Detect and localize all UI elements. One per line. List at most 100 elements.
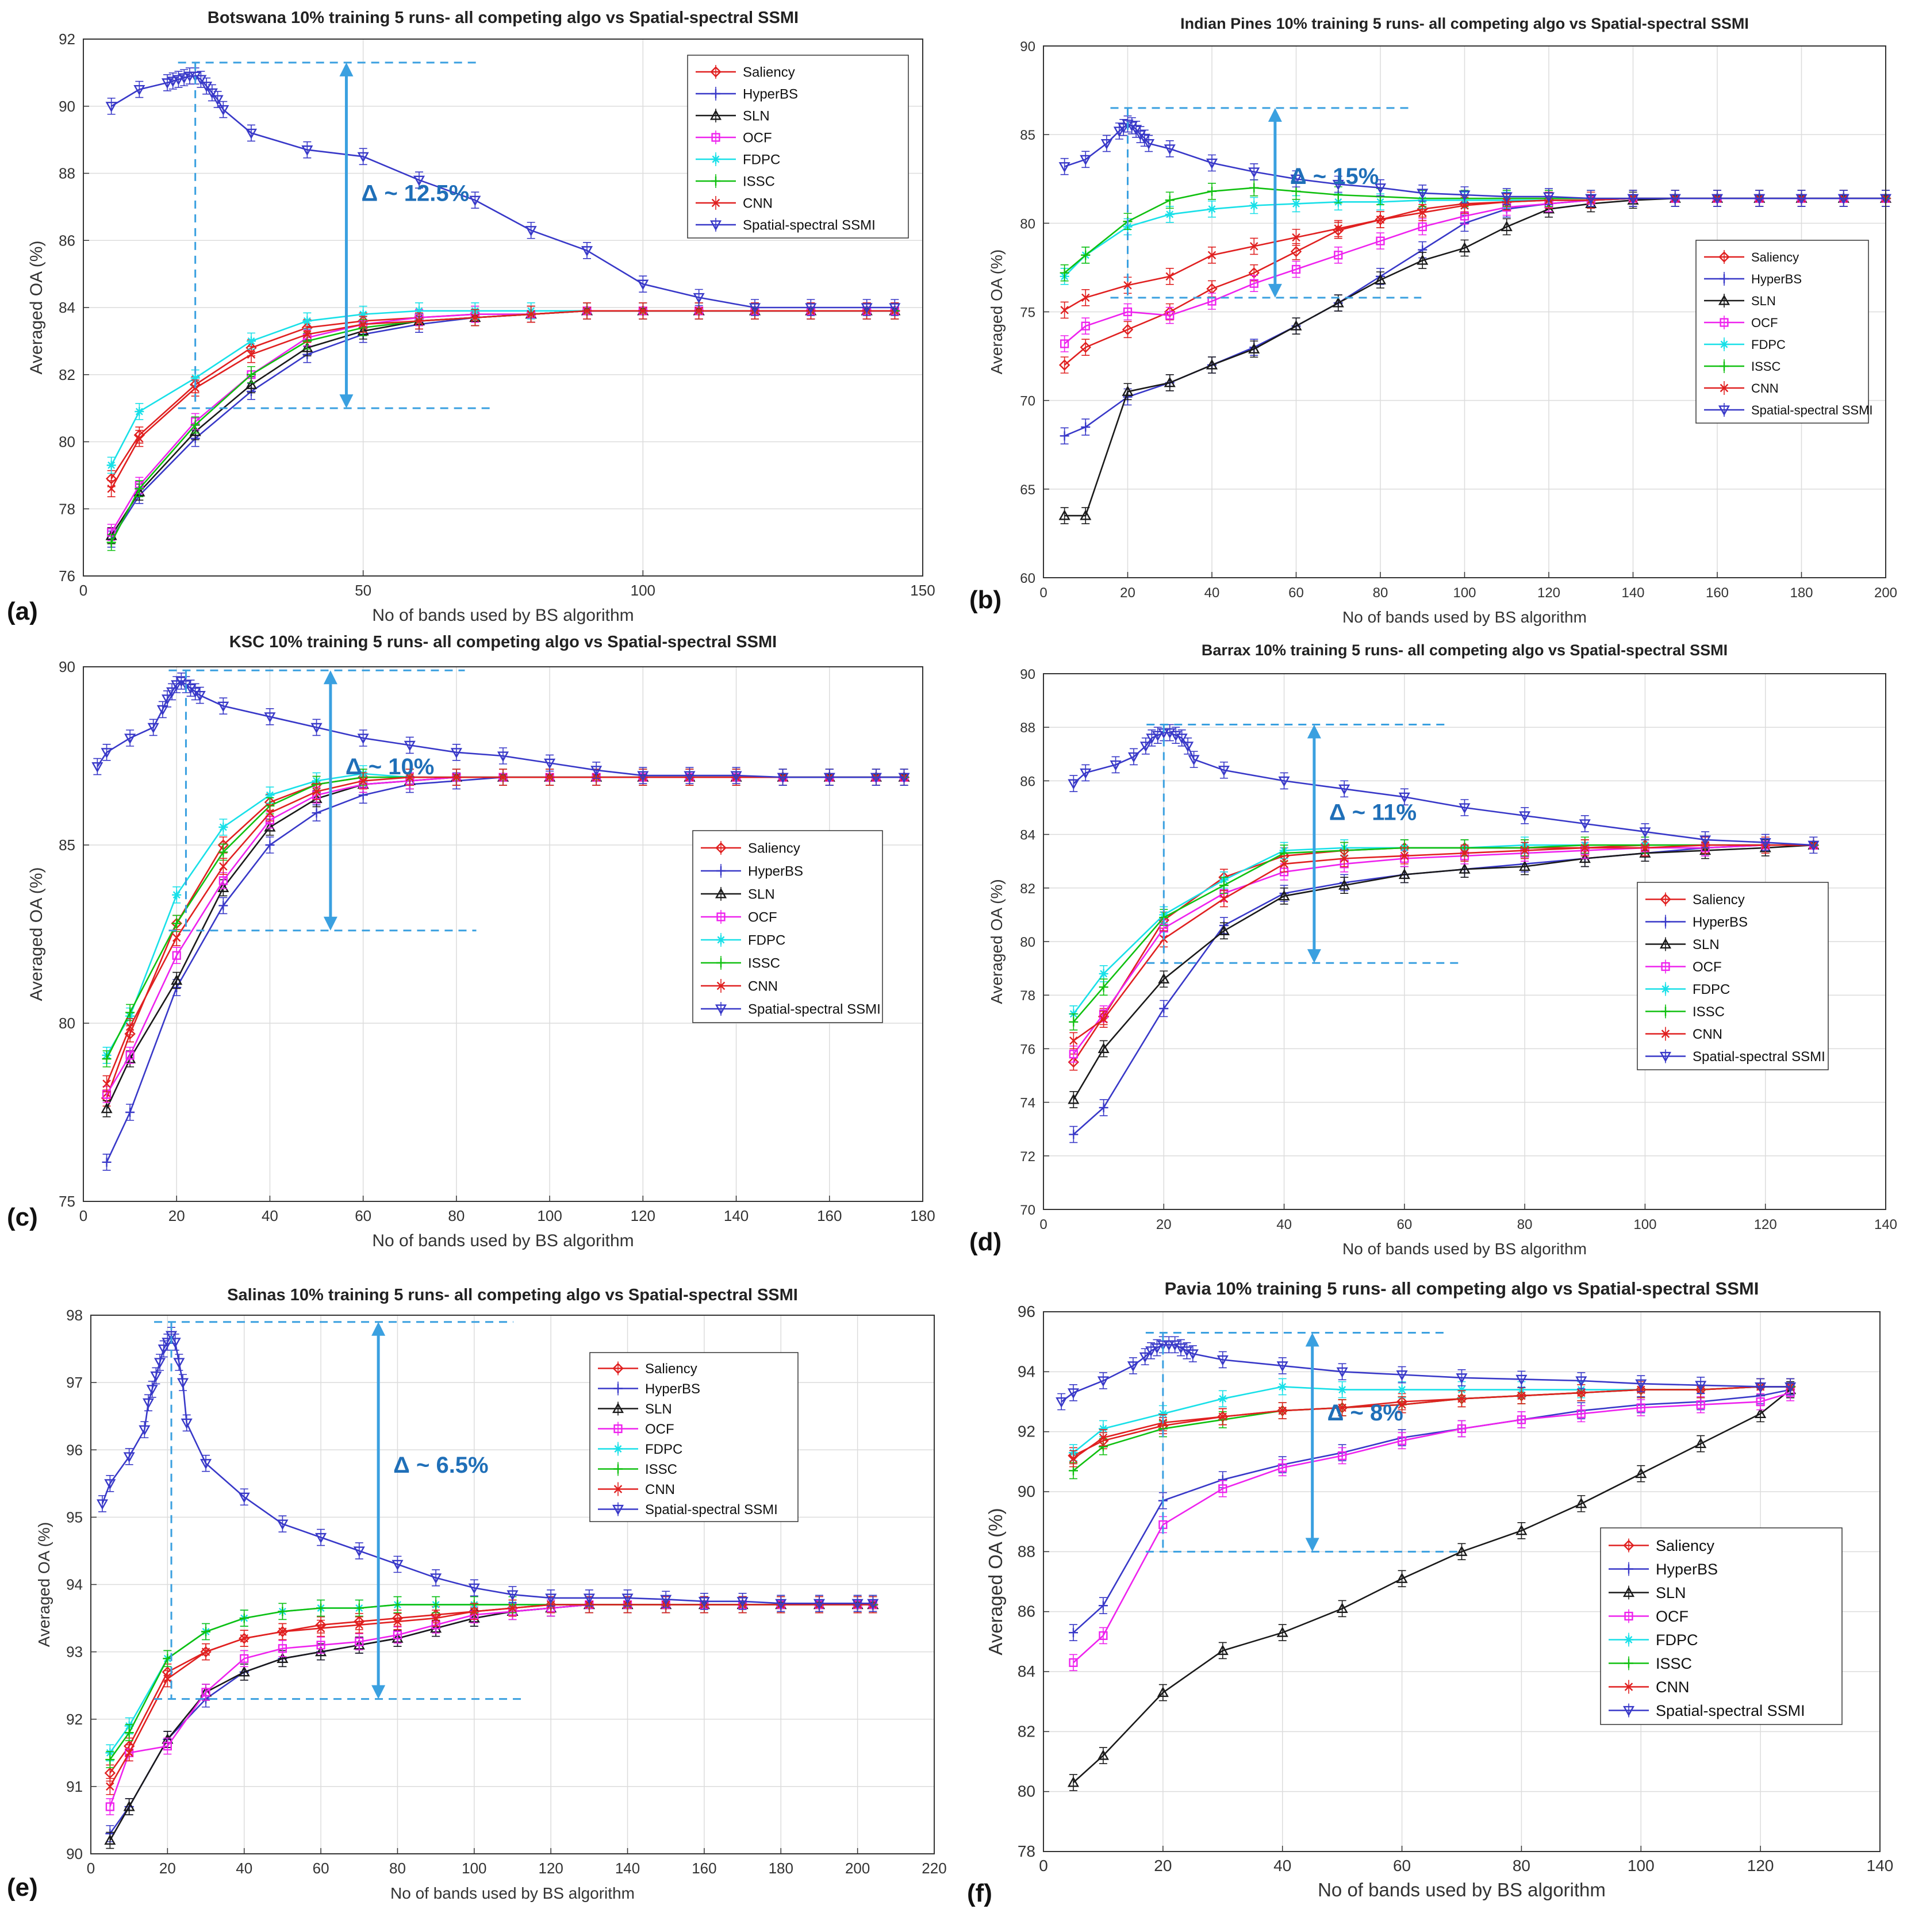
series-spatial-spectral-ssmi	[96, 1327, 879, 1612]
legend-marker	[612, 1403, 624, 1414]
data-point	[1249, 201, 1259, 210]
data-point	[135, 434, 144, 443]
data-point	[431, 1600, 441, 1610]
data-point	[218, 823, 228, 832]
data-point	[161, 78, 174, 89]
legend-item: HyperBS	[598, 1381, 700, 1397]
data-point	[684, 771, 696, 782]
data-point	[162, 1338, 174, 1349]
data-point	[1100, 139, 1112, 150]
data-point	[590, 766, 603, 777]
x-tick-label: 140	[1867, 1857, 1894, 1875]
legend: Saliency HyperBS SLN OCF FDPC ISSC CNN Spatial-…	[589, 1352, 799, 1522]
x-tick-label: 100	[1633, 1217, 1656, 1232]
y-tick-label: 70	[1020, 394, 1035, 409]
y-tick-label: 72	[1020, 1149, 1035, 1165]
data-point	[1400, 851, 1409, 861]
data-point	[1067, 1776, 1080, 1787]
data-point	[316, 1624, 325, 1633]
data-point	[172, 951, 181, 960]
y-tick-label: 97	[66, 1374, 83, 1391]
legend-label: Saliency	[645, 1361, 697, 1377]
legend-item: Saliency	[598, 1361, 697, 1377]
data-point	[354, 1603, 364, 1613]
x-tick-label: 120	[538, 1860, 563, 1877]
data-point	[1290, 174, 1302, 185]
x-tick-label: 100	[462, 1860, 486, 1877]
data-point	[392, 1560, 404, 1570]
legend-marker	[711, 155, 720, 164]
data-point	[266, 808, 274, 817]
series-line	[1073, 1389, 1791, 1634]
legend-item: OCF	[1645, 959, 1722, 975]
data-point	[393, 1600, 402, 1610]
legend-label: CNN	[743, 196, 773, 212]
legend-label: Spatial-spectral SSMI	[645, 1502, 778, 1518]
data-point	[1695, 1381, 1707, 1392]
data-point	[105, 102, 117, 113]
error-bar	[278, 1639, 287, 1657]
chart-panel: Pavia 10% training 5 runs- all competing…	[967, 1278, 1893, 1907]
data-point	[1376, 236, 1385, 245]
data-point	[898, 773, 910, 783]
legend-box	[692, 830, 883, 1023]
data-point	[105, 1802, 114, 1811]
data-point	[212, 95, 224, 106]
data-point	[544, 758, 556, 769]
legend-marker	[1720, 340, 1729, 349]
data-point	[245, 378, 258, 389]
delta-arrow-head-down	[371, 1685, 386, 1699]
data-point	[1068, 1466, 1078, 1476]
data-point	[1146, 733, 1158, 744]
data-point	[1374, 183, 1387, 194]
legend-marker	[1720, 362, 1729, 371]
data-point	[163, 1741, 172, 1751]
data-point	[1669, 194, 1681, 205]
data-point	[1069, 1017, 1079, 1027]
y-tick-label: 84	[1020, 828, 1035, 843]
series-spatial-spectral-ssmi	[1058, 115, 1892, 207]
chart-panel: Indian Pines 10% training 5 runs- all co…	[969, 15, 1897, 626]
data-point	[1459, 190, 1471, 201]
data-point	[264, 712, 276, 723]
legend-item: Saliency	[696, 65, 795, 80]
x-tick-label: 0	[79, 582, 87, 599]
data-point	[1278, 890, 1290, 901]
data-point	[1080, 768, 1092, 779]
y-tick-label: 84	[1018, 1662, 1035, 1680]
legend-item: Spatial-spectral SSMI	[598, 1502, 778, 1518]
legend-marker	[1659, 1051, 1672, 1062]
legend: Saliency HyperBS SLN OCF FDPC ISSC CNN Spatial-…	[692, 830, 883, 1023]
data-point	[1699, 835, 1712, 846]
y-tick-label: 85	[1020, 128, 1035, 143]
error-bar	[1123, 303, 1132, 321]
legend: Saliency HyperBS SLN OCF FDPC ISSC CNN Spatial-…	[1600, 1527, 1843, 1725]
y-tick-label: 96	[1018, 1303, 1035, 1320]
data-point	[355, 1637, 364, 1646]
x-axis-label: No of bands used by BS algorithm	[372, 606, 634, 625]
data-point	[105, 1755, 115, 1765]
data-point	[200, 1459, 212, 1470]
x-tick-label: 120	[631, 1207, 655, 1224]
data-point	[1291, 199, 1301, 209]
data-point	[189, 71, 201, 82]
legend-marker	[715, 888, 727, 898]
data-point	[238, 1492, 250, 1503]
legend-label: Spatial-spectral SSMI	[1693, 1049, 1825, 1065]
data-point	[201, 1627, 211, 1637]
y-tick-label: 75	[1020, 305, 1035, 321]
legend-marker	[613, 1424, 623, 1434]
x-tick-label: 60	[1288, 585, 1304, 601]
legend-item: FDPC	[701, 933, 785, 948]
data-point	[498, 773, 508, 782]
legend-box	[1695, 240, 1869, 424]
data-point	[106, 537, 116, 547]
data-point	[1098, 1042, 1110, 1054]
data-point	[302, 316, 312, 326]
error-bar	[163, 1737, 172, 1755]
data-point	[1068, 1057, 1080, 1068]
legend-item: CNN	[598, 1482, 675, 1497]
data-point	[158, 1344, 170, 1355]
x-tick-label: 80	[448, 1207, 465, 1224]
data-point	[393, 1630, 402, 1639]
